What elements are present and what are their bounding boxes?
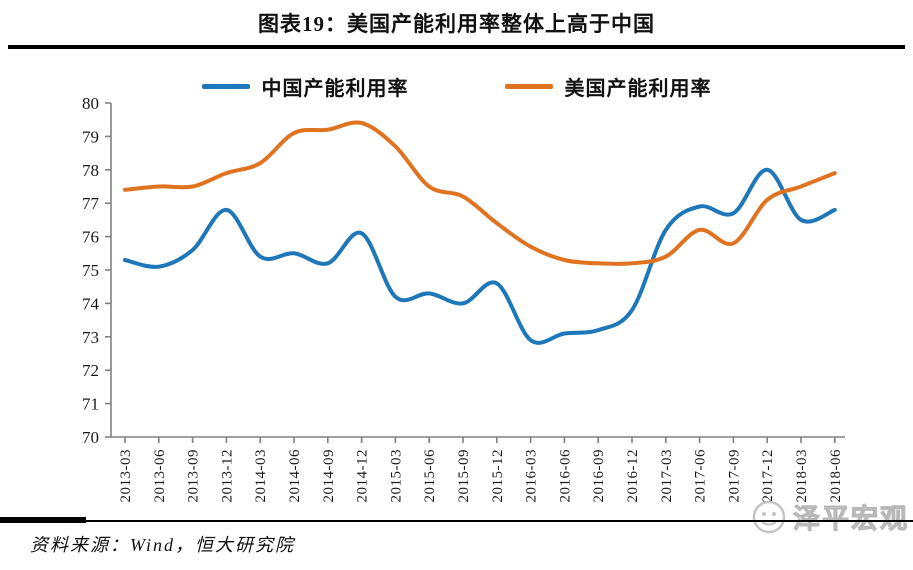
x-tick-label: 2017-12: [760, 449, 776, 503]
y-tick-label: 75: [82, 261, 99, 280]
us-legend-label: 美国产能利用率: [564, 78, 712, 100]
legend-item-us: 美国产能利用率: [504, 72, 712, 101]
x-tick-label: 2016-09: [591, 449, 607, 503]
us-legend-line-swatch: [504, 84, 553, 89]
y-tick-label: 74: [82, 294, 100, 313]
x-tick-label: 2013-06: [152, 449, 168, 503]
x-tick-label: 2013-09: [186, 449, 202, 503]
x-tick-label: 2013-12: [219, 449, 235, 503]
y-tick-label: 71: [82, 395, 99, 414]
x-tick-label: 2014-12: [355, 449, 371, 503]
x-tick-label: 2013-03: [118, 449, 134, 503]
x-tick-label: 2017-09: [726, 449, 742, 503]
footer-divider-thin: [84, 520, 913, 522]
x-tick-label: 2015-06: [422, 449, 438, 503]
x-tick-label: 2015-12: [490, 449, 506, 503]
china-legend-label: 中国产能利用率: [261, 78, 409, 100]
x-tick-label: 2016-06: [557, 449, 573, 503]
series-line-us: [123, 120, 837, 266]
watermark-text: 泽平宏观: [793, 504, 909, 535]
y-tick-label: 78: [82, 161, 99, 180]
title-divider: [8, 45, 905, 49]
china-legend-line-swatch: [201, 84, 250, 89]
x-tick-label: 2014-03: [253, 449, 269, 503]
y-tick-label: 72: [82, 361, 99, 380]
chart-title: 图表19：美国产能利用率整体上高于中国: [258, 12, 655, 36]
x-tick-label: 2018-03: [794, 449, 810, 503]
x-tick-label: 2015-09: [456, 449, 472, 503]
x-tick-label: 2016-03: [524, 449, 540, 503]
y-tick-label: 77: [82, 194, 100, 213]
y-tick-label: 80: [82, 95, 99, 113]
source-note: 资料来源：Wind，恒大研究院: [30, 535, 296, 555]
series-line-china: [123, 167, 837, 345]
legend: 中国产能利用率 美国产能利用率: [0, 72, 913, 101]
x-tick-label: 2015-03: [388, 449, 404, 503]
x-tick-label: 2017-03: [659, 449, 675, 503]
line-chart: 80 79 78 77 76 75 74 73 72 71 70 2013-03 2013-06 2013…: [82, 95, 845, 503]
x-tick-label: 2018-06: [828, 449, 844, 503]
y-tick-label: 79: [82, 127, 99, 146]
x-tick-label: 2016-12: [625, 449, 641, 503]
footer-divider-thick: [0, 517, 86, 523]
watermark-logo-icon: [752, 500, 786, 533]
watermark: 泽平宏观: [751, 497, 909, 536]
x-tick-label: 2014-09: [321, 449, 337, 503]
x-tick-label: 2014-06: [287, 449, 303, 503]
y-tick-label: 73: [82, 328, 99, 347]
x-tick-label: 2017-06: [693, 449, 709, 503]
y-tick-label: 70: [82, 428, 99, 447]
legend-item-china: 中国产能利用率: [201, 72, 409, 101]
y-tick-label: 76: [82, 228, 99, 247]
